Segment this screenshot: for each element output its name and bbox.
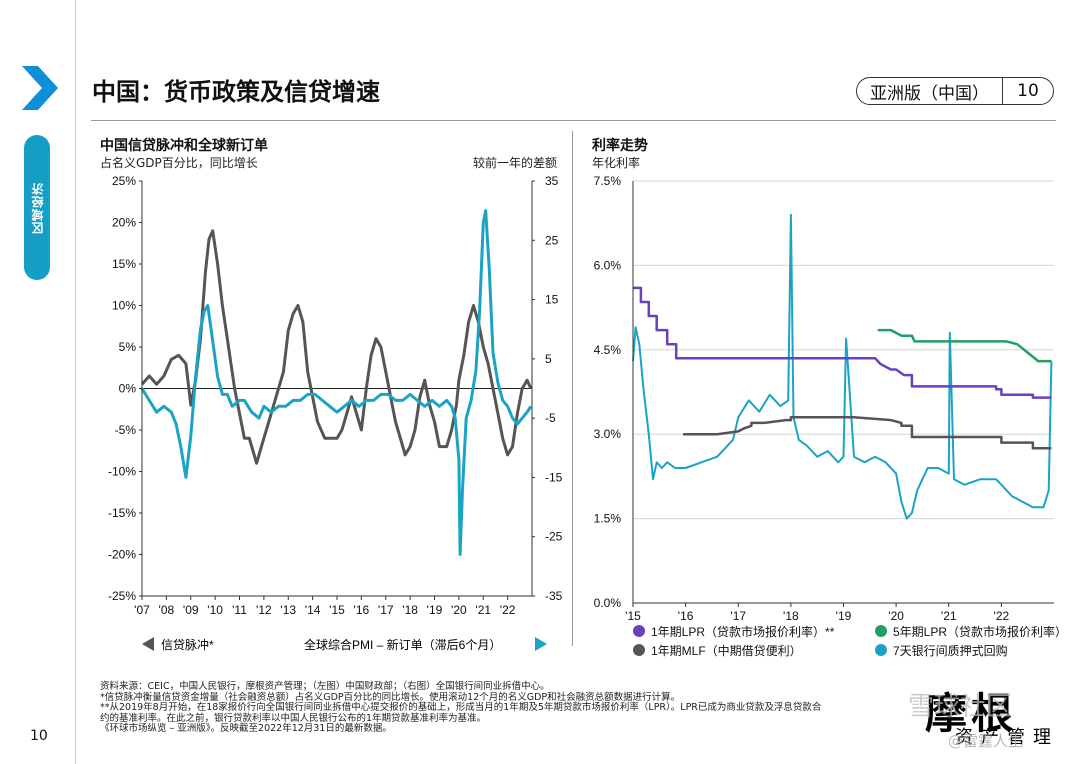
- y-left-tick-label: 15%: [112, 257, 136, 271]
- y-left-tick-label: -25%: [108, 589, 136, 603]
- x-tick-label: '15: [329, 603, 345, 617]
- bottom-page-number: 10: [30, 728, 48, 744]
- y-right-tick-label: 15: [545, 293, 559, 307]
- left-chart-legend: 信贷脉冲* 全球综合PMI – 新订单（滞后6个月）: [142, 637, 547, 652]
- left-margin-rule: [75, 0, 76, 764]
- y-left-tick-label: -10%: [108, 465, 136, 479]
- y-left-tick-label: 20%: [112, 216, 136, 230]
- x-tick-label: '16: [678, 609, 694, 623]
- legend-label: 7天银行间质押式回购: [893, 643, 1008, 658]
- repo-7d-line: [632, 213, 1053, 520]
- x-tick-label: '16: [354, 603, 370, 617]
- y-left-tick-label: 0%: [119, 382, 137, 396]
- y-right-tick-label: 25: [545, 233, 559, 247]
- y-right-tick-label: -15: [545, 470, 563, 484]
- y-tick-label: 6.0%: [594, 258, 622, 272]
- left-chart: 25% 20% 15% 10% 5% 0% -5% -10% -15% -20% -25% 35 25 1…: [108, 174, 563, 652]
- x-tick-label: '15: [625, 609, 641, 623]
- y-right-tick-label: -25: [545, 530, 563, 544]
- footer-line: 资料来源：CEIC，中国人民银行，摩根资产管理；（左图）中国财政部；（右图）全国…: [100, 681, 550, 692]
- right-chart-subtitle: 年化利率: [592, 156, 641, 170]
- legend-label: 5年期LPR（贷款市场报价利率）: [893, 624, 1066, 639]
- x-tick-label: '20: [451, 603, 467, 617]
- right-chart-title: 利率走势: [592, 138, 648, 154]
- legend-marker: [875, 625, 887, 637]
- x-tick-label: '11: [232, 603, 247, 617]
- left-chart-title: 中国信贷脉冲和全球新订单: [100, 138, 268, 154]
- page-title: 中国：货币政策及信贷增速: [92, 78, 380, 106]
- x-tick-label: '17: [730, 609, 746, 623]
- section-tab[interactable]: 区域经济: [24, 135, 50, 280]
- x-tick-label: '17: [378, 603, 394, 617]
- right-legend-label: 全球综合PMI – 新订单（滞后6个月）: [304, 637, 501, 652]
- header-divider: [91, 120, 1056, 121]
- right-legend-arrow-icon: [535, 637, 547, 651]
- y-left-tick-label: 25%: [112, 174, 136, 188]
- x-tick-label: '19: [836, 609, 852, 623]
- lpr-1y-line: [633, 286, 1052, 399]
- y-tick-label: 7.5%: [594, 174, 622, 188]
- x-tick-label: '13: [280, 603, 296, 617]
- chevron-right-icon: [22, 66, 58, 110]
- x-tick-label: '14: [305, 603, 321, 617]
- x-tick-label: '18: [783, 609, 799, 623]
- brand-logo-sub: 资产管理: [955, 727, 1059, 748]
- legend-label: 1年期LPR（贷款市场报价利率）**: [651, 624, 835, 639]
- x-tick-label: '12: [256, 603, 272, 617]
- y-tick-label: 1.5%: [594, 512, 622, 526]
- chart-divider: [572, 131, 573, 646]
- legend-label: 1年期MLF（中期借贷便利）: [651, 643, 802, 658]
- left-legend-arrow-icon: [142, 637, 154, 651]
- brand-logo: 摩根: [925, 689, 1018, 738]
- footer-line: 约的基准利率。在此之前，银行贷款利率以中国人民银行公布的1年期贷款基准利率为基准…: [100, 712, 487, 724]
- watermark-overlay: 雪球社区: [908, 692, 1013, 722]
- footer-line: **从2019年8月开始，在18家报价行向全国银行间同业拆借中心提交报价的基础上…: [100, 702, 822, 713]
- y-tick-label: 4.5%: [594, 343, 622, 357]
- y-left-tick-label: -20%: [108, 548, 136, 562]
- x-tick-label: '21: [475, 603, 491, 617]
- section-tab-label: 区域经济: [30, 181, 45, 234]
- legend-marker: [633, 644, 645, 656]
- watermark-handle: @雷霆人生: [948, 732, 1024, 750]
- x-tick-label: '21: [941, 609, 957, 623]
- x-tick-label: '19: [427, 603, 443, 617]
- x-tick-label: '08: [159, 603, 175, 617]
- y-left-tick-label: 10%: [112, 299, 136, 313]
- y-tick-label: 3.0%: [594, 427, 622, 441]
- y-right-tick-label: 35: [545, 174, 559, 188]
- left-chart-subtitle: 占名义GDP百分比，同比增长: [100, 156, 258, 170]
- y-left-tick-label: -5%: [115, 423, 137, 437]
- y-left-tick-label: -15%: [108, 506, 136, 520]
- edition-label: 亚洲版（中国）: [857, 78, 1003, 104]
- credit-impulse-line: [140, 229, 533, 465]
- lpr-5y-line: [877, 328, 1052, 363]
- left-chart-right-axis-label: 较前一年的差额: [473, 156, 558, 170]
- x-tick-label: '18: [402, 603, 418, 617]
- legend-marker: [875, 644, 887, 656]
- right-chart: 7.5% 6.0% 4.5% 3.0% 1.5% 0.0%'15 '16 '17 '18 '19 '…: [594, 174, 1066, 658]
- right-chart-legend: 1年期LPR（贷款市场报价利率）** 5年期LPR（贷款市场报价利率） 1年期MLF…: [633, 624, 1066, 658]
- edition-badge: 亚洲版（中国） 10: [856, 77, 1054, 105]
- x-tick-label: '22: [994, 609, 1010, 623]
- y-right-tick-label: 5: [545, 352, 552, 366]
- x-tick-label: '07: [134, 603, 150, 617]
- x-tick-label: '20: [888, 609, 904, 623]
- footer-notes: 资料来源：CEIC，中国人民银行，摩根资产管理；（左图）中国财政部；（右图）全国…: [100, 681, 900, 735]
- badge-page-number: 10: [1017, 81, 1039, 101]
- legend-marker: [633, 625, 645, 637]
- y-right-tick-label: -5: [545, 411, 556, 425]
- x-tick-label: '09: [183, 603, 199, 617]
- footer-line: 《环球市场纵览 – 亚洲版》。反映截至2022年12月31日的最新数据。: [100, 723, 392, 734]
- footer-line: *信贷脉冲衡量信贷资金增量（社会融资总额）占名义GDP百分比的同比增长。使用滚动…: [100, 691, 681, 703]
- y-left-tick-label: 5%: [119, 340, 137, 354]
- left-legend-label: 信贷脉冲*: [161, 637, 214, 652]
- pmi-new-orders-line: [140, 209, 533, 556]
- y-tick-label: 0.0%: [594, 596, 622, 610]
- x-tick-label: '10: [207, 603, 223, 617]
- mlf-1y-line: [683, 416, 1052, 450]
- y-right-tick-label: -35: [545, 589, 563, 603]
- x-tick-label: '22: [500, 603, 516, 617]
